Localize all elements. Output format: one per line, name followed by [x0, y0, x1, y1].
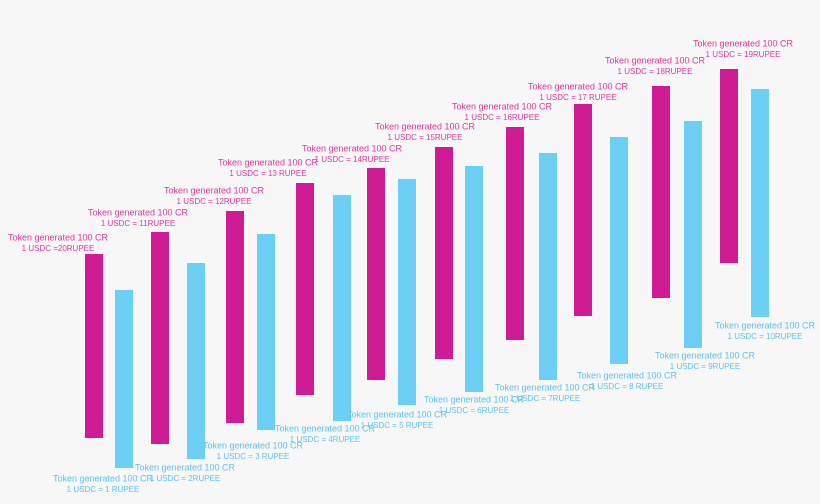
- blue-title: Token generated 100 CR: [347, 409, 448, 419]
- blue-title: Token generated 100 CR: [275, 423, 376, 433]
- blue-rate: 1 USDC = 6RUPEE: [439, 406, 509, 415]
- blue-bar: [610, 137, 628, 364]
- blue-rate: 1 USDC = 9RUPEE: [670, 362, 740, 371]
- pink-title: Token generated 100 CR: [302, 143, 403, 153]
- blue-rate: 1 USDC = 4RUPEE: [290, 435, 360, 444]
- pink-rate: 1 USDC = 13 RUPEE: [229, 169, 306, 178]
- pink-rate: 1 USDC = 14RUPEE: [315, 155, 390, 164]
- blue-rate: 1 USDC = 10RUPEE: [728, 332, 803, 341]
- blue-title: Token generated 100 CR: [715, 320, 816, 330]
- blue-bar: [187, 263, 205, 459]
- pink-rate: 1 USDC = 15RUPEE: [388, 133, 463, 142]
- blue-title: Token generated 100 CR: [135, 462, 236, 472]
- pink-rate: 1 USDC = 18RUPEE: [618, 67, 693, 76]
- pink-title: Token generated 100 CR: [375, 121, 476, 131]
- pink-title: Token generated 100 CR: [693, 38, 794, 48]
- blue-rate: 1 USDC = 7RUPEE: [510, 394, 580, 403]
- pink-bar: [506, 127, 524, 340]
- pink-rate: 1 USDC = 16RUPEE: [465, 113, 540, 122]
- pink-bar: [296, 183, 314, 395]
- pink-title: Token generated 100 CR: [8, 232, 109, 242]
- blue-title: Token generated 100 CR: [424, 394, 525, 404]
- pink-bar: [574, 104, 592, 316]
- blue-rate: 1 USDC = 1 RUPEE: [67, 485, 140, 494]
- pink-title: Token generated 100 CR: [88, 207, 189, 217]
- pink-title: Token generated 100 CR: [218, 157, 319, 167]
- blue-bar: [751, 89, 769, 317]
- pink-rate: 1 USDC = 11RUPEE: [101, 219, 175, 228]
- pink-rate: 1 USDC = 17 RUPEE: [539, 93, 616, 102]
- pink-bar: [435, 147, 453, 359]
- blue-bar: [684, 121, 702, 348]
- blue-rate: 1 USDC = 2RUPEE: [150, 474, 220, 483]
- pink-bar: [151, 232, 169, 444]
- blue-title: Token generated 100 CR: [53, 473, 154, 483]
- pink-title: Token generated 100 CR: [452, 101, 553, 111]
- pink-rate: 1 USDC = 12RUPEE: [177, 197, 252, 206]
- blue-rate: 1 USDC = 5 RUPEE: [361, 421, 434, 430]
- pink-title: Token generated 100 CR: [605, 55, 706, 65]
- blue-rate: 1 USDC = 3 RUPEE: [217, 452, 290, 461]
- blue-title: Token generated 100 CR: [655, 350, 756, 360]
- pink-title: Token generated 100 CR: [164, 185, 265, 195]
- pink-rate: 1 USDC =20RUPEE: [22, 244, 95, 253]
- blue-rate: 1 USDC = 8 RUPEE: [591, 382, 664, 391]
- pink-bar: [85, 254, 103, 438]
- blue-title: Token generated 100 CR: [495, 382, 596, 392]
- pink-bar: [226, 211, 244, 423]
- blue-bar: [257, 234, 275, 430]
- pink-bar: [720, 69, 738, 263]
- pink-rate: 1 USDC = 19RUPEE: [706, 50, 781, 59]
- blue-bar: [398, 179, 416, 405]
- blue-title: Token generated 100 CR: [203, 440, 304, 450]
- blue-bar: [333, 195, 351, 421]
- blue-bar: [115, 290, 133, 468]
- pink-title: Token generated 100 CR: [528, 81, 629, 91]
- blue-bar: [539, 153, 557, 380]
- blue-title: Token generated 100 CR: [577, 370, 678, 380]
- blue-bar: [465, 166, 483, 392]
- pink-bar: [367, 168, 385, 380]
- pink-bar: [652, 86, 670, 298]
